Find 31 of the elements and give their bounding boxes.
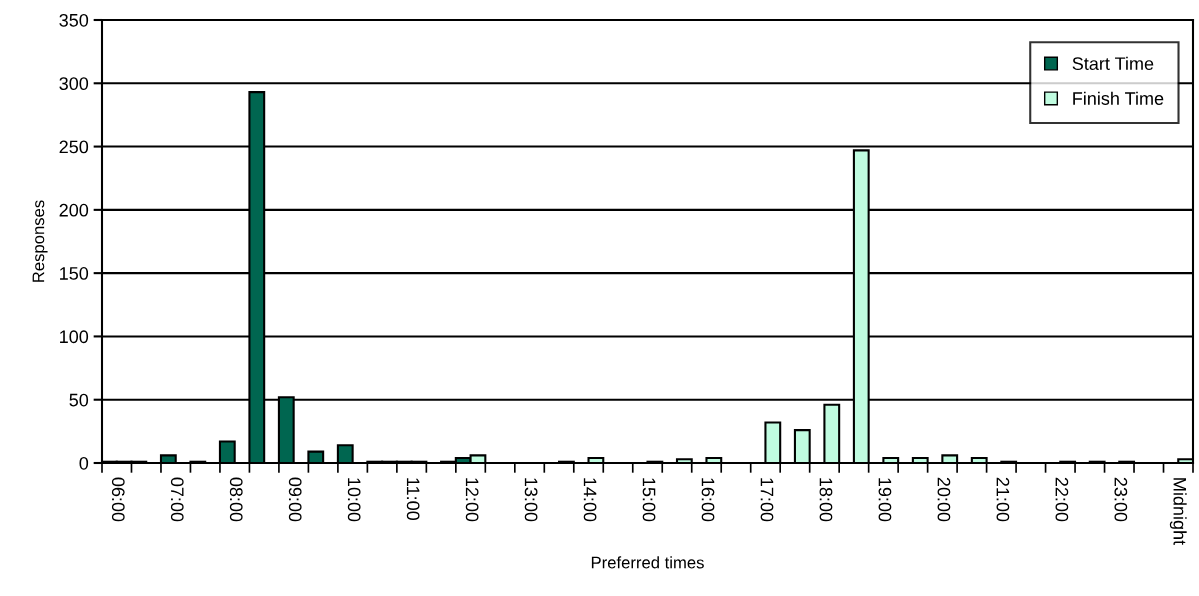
x-tick-label: 11:00	[406, 478, 420, 521]
x-tick-label: 23:00	[1114, 477, 1128, 522]
x-tick-label: 22:00	[1055, 477, 1069, 522]
x-tick-label: 12:00	[465, 478, 479, 522]
x-axis-title: Preferred times	[591, 556, 704, 569]
x-tick-label: 16:00	[701, 478, 715, 522]
x-tick-label: 19:00	[878, 478, 892, 522]
x-tick-label: 18:00	[819, 478, 833, 522]
x-tick-label: Midnight	[1169, 478, 1187, 545]
y-axis-title: Responses	[32, 200, 48, 282]
y-tick-label: 0	[79, 456, 89, 470]
x-tick-label: 21:00	[996, 477, 1010, 522]
legend-label: Finish Time	[1073, 91, 1164, 105]
y-tick-label: 250	[59, 140, 89, 154]
y-tick-label: 100	[60, 330, 89, 344]
y-tick-label: 50	[69, 393, 89, 407]
x-tick-label: 10:00	[347, 478, 361, 522]
x-tick-label: 06:00	[111, 477, 125, 522]
y-tick-label: 150	[60, 267, 89, 280]
legend-label: Start Time	[1072, 56, 1154, 71]
x-tick-label: 20:00	[937, 477, 951, 522]
x-tick-label: 07:00	[170, 477, 184, 522]
x-tick-label: 17:00	[760, 478, 774, 522]
x-tick-label: 13:00	[524, 478, 538, 522]
x-tick-label: 14:00	[583, 478, 597, 522]
x-tick-label: 08:00	[229, 477, 243, 522]
x-tick-label: 15:00	[642, 478, 656, 522]
y-tick-label: 350	[59, 13, 89, 27]
x-tick-label: 09:00	[288, 477, 302, 522]
y-tick-label: 300	[59, 77, 89, 91]
y-tick-label: 200	[59, 203, 89, 217]
